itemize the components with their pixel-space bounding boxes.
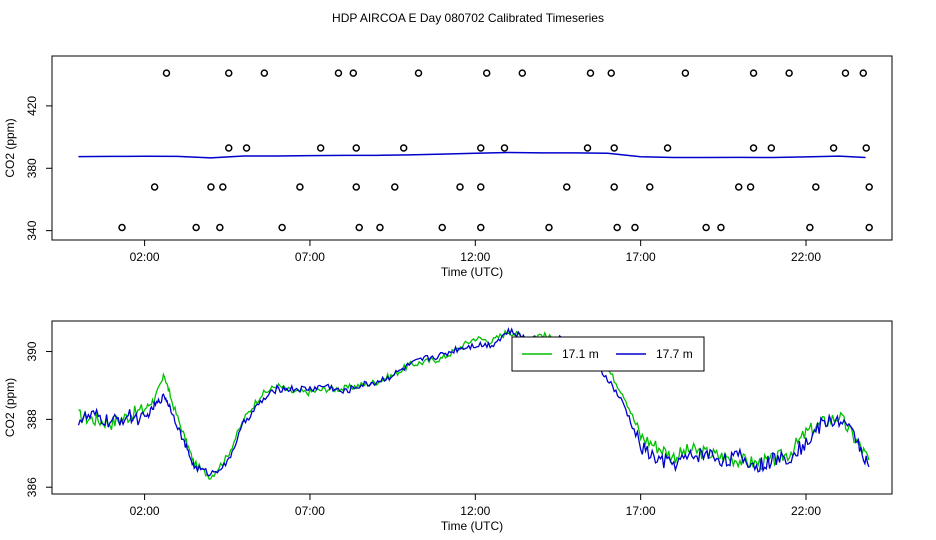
legend: 17.1 m 17.7 m: [511, 336, 705, 372]
calibration-point: [865, 223, 873, 232]
calibration-point: [216, 223, 224, 232]
calibration-point: [456, 183, 464, 191]
x-tick-label: 22:00: [791, 250, 821, 264]
y-tick-label: 388: [25, 409, 39, 429]
calibration-point: [812, 183, 820, 191]
calibration-point: [734, 183, 743, 191]
calibration-point: [316, 144, 325, 152]
calibration-point: [225, 69, 233, 77]
calibration-point: [477, 223, 485, 232]
calibration-point: [225, 144, 233, 152]
y-tick-label: 390: [25, 341, 39, 361]
calibration-point: [118, 223, 126, 232]
calibration-point: [477, 183, 485, 191]
calibration-point: [399, 144, 408, 152]
calibration-point: [438, 223, 446, 232]
y-tick-label: 380: [25, 158, 39, 178]
calibration-point: [242, 144, 251, 152]
series-line-blue: [77, 327, 870, 477]
calibration-point: [518, 69, 527, 77]
x-tick-label: 02:00: [130, 504, 160, 518]
y-tick-label: 386: [25, 477, 39, 497]
calibration-point: [646, 183, 654, 191]
y-axis-label: CO2 (ppm): [3, 118, 17, 177]
x-tick-label: 17:00: [626, 504, 656, 518]
calibration-point: [376, 223, 384, 232]
top-panel: 02:00 07:00 12:00 17:00 22:00 340 380 420 Time (…: [3, 55, 893, 279]
calibration-point: [749, 69, 758, 77]
calibration-point: [841, 69, 850, 77]
plot-frame: [51, 55, 893, 241]
calibration-point: [607, 69, 615, 77]
x-tick-label: 07:00: [295, 250, 325, 264]
calibration-point: [717, 223, 725, 232]
calibration-point: [631, 223, 639, 232]
x-tick-label: 02:00: [130, 250, 160, 264]
x-axis-label: Time (UTC): [441, 519, 503, 533]
x-tick-label: 12:00: [460, 504, 490, 518]
x-axis-label: Time (UTC): [441, 265, 503, 279]
calibration-point: [545, 223, 553, 232]
calibration-point: [767, 144, 776, 152]
x-tick-label: 17:00: [626, 250, 656, 264]
plot-frame: [51, 320, 893, 495]
y-axis-label: CO2 (ppm): [3, 378, 17, 437]
calibration-point: [610, 144, 618, 152]
calibration-point: [477, 144, 485, 152]
series-line: [78, 151, 866, 159]
calibration-point: [352, 183, 361, 191]
calibration-point: [663, 144, 672, 152]
calibration-point: [746, 183, 755, 191]
calibration-point: [352, 144, 361, 152]
calibration-point: [806, 223, 814, 232]
x-tick-label: 12:00: [460, 250, 490, 264]
calibration-point: [207, 183, 215, 191]
calibration-point: [583, 144, 592, 152]
calibration-point: [865, 183, 873, 191]
x-tick-label: 22:00: [791, 504, 821, 518]
calibration-point: [829, 144, 838, 152]
calibration-point: [702, 223, 710, 232]
calibration-point: [296, 183, 304, 191]
calibration-point: [192, 223, 200, 232]
calibration-point: [785, 69, 793, 77]
legend-label: 17.1 m: [562, 347, 599, 361]
calibration-point: [219, 183, 227, 191]
calibration-point: [749, 144, 758, 152]
series-line-green: [78, 329, 870, 480]
calibration-point: [260, 69, 269, 77]
calibration-point: [162, 69, 171, 77]
calibration-point: [563, 183, 571, 191]
y-tick-label: 420: [25, 96, 39, 116]
calibration-point: [334, 69, 343, 77]
x-tick-label: 07:00: [295, 504, 325, 518]
legend-label: 17.7 m: [656, 347, 693, 361]
calibration-point: [414, 69, 423, 77]
calibration-point: [610, 183, 618, 191]
bottom-panel: 02:00 07:00 12:00 17:00 22:00 386 388 390 Time (…: [3, 320, 893, 533]
calibration-point: [355, 223, 363, 232]
calibration-point: [500, 144, 509, 152]
calibration-point: [482, 69, 491, 77]
calibration-point: [859, 69, 868, 77]
calibration-point: [613, 223, 621, 232]
calibration-point: [278, 223, 286, 232]
calibration-point: [391, 183, 399, 191]
calibration-point: [586, 69, 595, 77]
calibration-point: [150, 183, 159, 191]
y-tick-label: 340: [25, 220, 39, 240]
calibration-point: [681, 69, 690, 77]
calibration-point: [349, 69, 358, 77]
calibration-point: [862, 144, 870, 152]
chart-title: HDP AIRCOA E Day 080702 Calibrated Times…: [332, 11, 604, 25]
